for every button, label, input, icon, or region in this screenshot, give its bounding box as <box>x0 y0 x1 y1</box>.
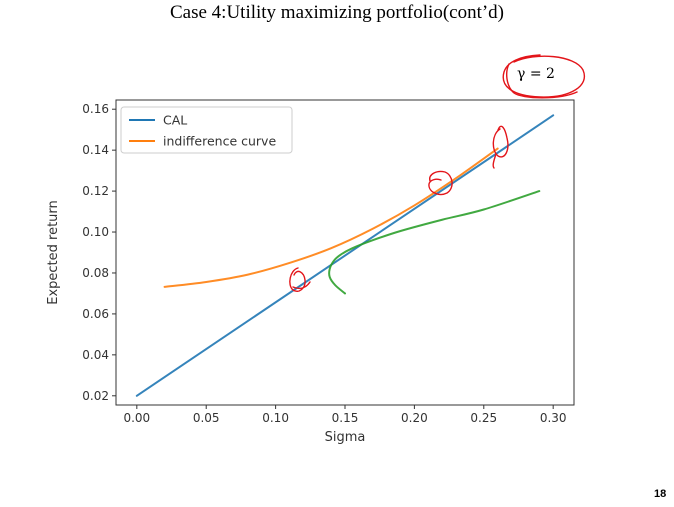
legend-box <box>120 106 293 154</box>
gamma-ink-circle-overstroke <box>506 63 578 99</box>
y-tick-label: 0.10 <box>82 225 109 239</box>
x-tick-label: 0.30 <box>540 411 567 425</box>
series-line-indifference-curve <box>163 147 499 288</box>
y-tick-label: 0.14 <box>82 143 109 157</box>
legend-label: indifference curve <box>163 134 276 149</box>
series-line-frontier <box>328 190 541 295</box>
y-tick-label: 0.02 <box>82 389 109 403</box>
y-axis-title: Expected return <box>46 200 61 305</box>
x-tick-label: 0.15 <box>332 411 359 425</box>
slide-title: Case 4:Utility maximizing portfolio(cont… <box>169 2 505 23</box>
x-tick-label: 0.00 <box>123 411 150 425</box>
x-tick-label: 0.10 <box>262 411 289 425</box>
x-tick-label: 0.25 <box>470 411 497 425</box>
x-tick-label: 0.20 <box>401 411 428 425</box>
x-tick-label: 0.05 <box>193 411 220 425</box>
gamma-annotation: γ = 2 <box>517 66 555 82</box>
ink-mark-tangency <box>492 125 509 169</box>
y-tick-label: 0.16 <box>82 102 109 116</box>
ink-mark-circle <box>428 170 453 196</box>
legend-label: CAL <box>163 113 187 128</box>
y-tick-label: 0.04 <box>82 348 109 362</box>
y-tick-label: 0.12 <box>82 184 109 198</box>
page-number: 18 <box>654 488 667 500</box>
y-tick-label: 0.08 <box>82 266 109 280</box>
y-tick-label: 0.06 <box>82 307 109 321</box>
series-line-cal <box>135 114 555 397</box>
ink-mark-low <box>289 267 311 292</box>
x-axis-title: Sigma <box>325 430 366 445</box>
